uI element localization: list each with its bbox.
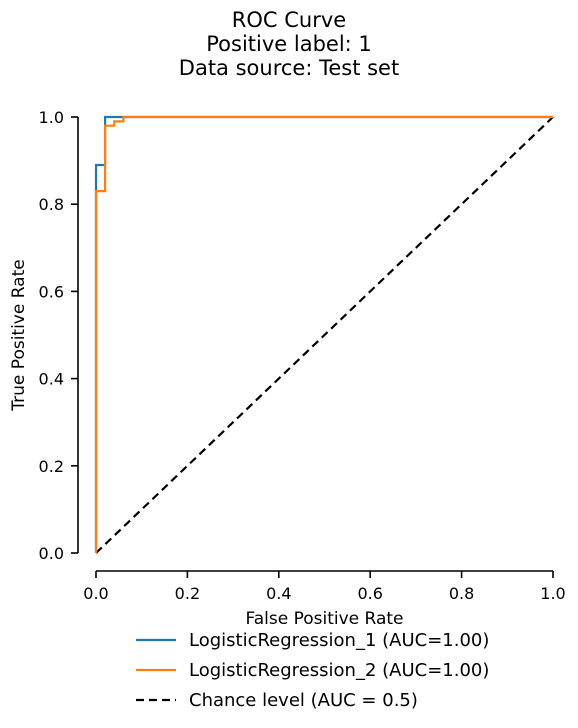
x-tick-label: 0.2 [175,584,200,603]
legend-label-3: Chance level (AUC = 0.5) [189,690,418,711]
series-line-3 [95,116,554,554]
y-axis-ticks: 0.0 0.2 0.4 0.6 0.8 1.0 [39,108,78,563]
x-tick-label: 0.4 [266,584,291,603]
x-tick-label: 0.8 [449,584,474,603]
x-tick-label: 0.6 [357,584,382,603]
y-tick-label: 0.0 [39,544,64,563]
y-tick-label: 0.4 [39,370,64,389]
y-tick-label: 0.2 [39,457,64,476]
series-line-2 [94,115,553,553]
x-tick-label: 1.0 [540,584,565,603]
legend: LogisticRegression_1 (AUC=1.00) LogisticR… [136,630,489,711]
title-line: ROC Curve [232,8,346,32]
x-tick-label: 0.0 [83,584,108,603]
plot-area [94,115,554,554]
title-line: Data source: Test set [179,56,399,80]
title-line: Positive label: 1 [206,32,372,56]
axes [77,117,553,572]
y-tick-label: 0.6 [39,282,64,301]
legend-label-2: LogisticRegression_2 (AUC=1.00) [189,660,489,681]
x-axis-ticks: 0.0 0.2 0.4 0.6 0.8 1.0 [83,571,566,603]
y-axis-label: True Positive Rate [9,259,29,411]
y-tick-label: 1.0 [39,108,64,127]
legend-label-1: LogisticRegression_1 (AUC=1.00) [189,630,489,651]
y-tick-label: 0.8 [39,195,64,214]
x-axis-label: False Positive Rate [246,609,404,629]
